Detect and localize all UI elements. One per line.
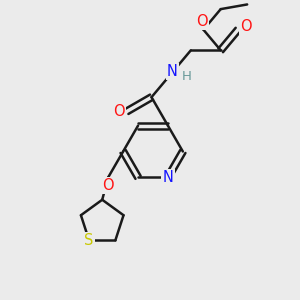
Text: O: O bbox=[102, 178, 114, 193]
Text: S: S bbox=[84, 233, 94, 248]
Text: O: O bbox=[113, 104, 124, 119]
Text: H: H bbox=[181, 70, 191, 83]
Text: O: O bbox=[241, 19, 252, 34]
Text: O: O bbox=[196, 14, 208, 29]
Text: N: N bbox=[163, 170, 173, 185]
Text: N: N bbox=[167, 64, 178, 79]
